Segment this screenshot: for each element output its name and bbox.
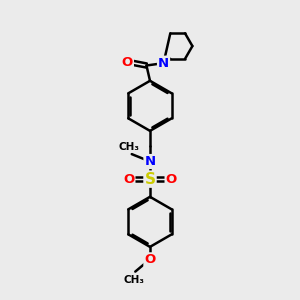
Text: CH₃: CH₃ (119, 142, 140, 152)
Text: O: O (122, 56, 133, 69)
Text: N: N (158, 57, 169, 70)
Text: O: O (123, 172, 134, 186)
Text: CH₃: CH₃ (123, 274, 144, 284)
Text: O: O (144, 253, 156, 266)
Text: S: S (145, 172, 155, 187)
Text: N: N (144, 155, 156, 168)
Text: O: O (166, 172, 177, 186)
